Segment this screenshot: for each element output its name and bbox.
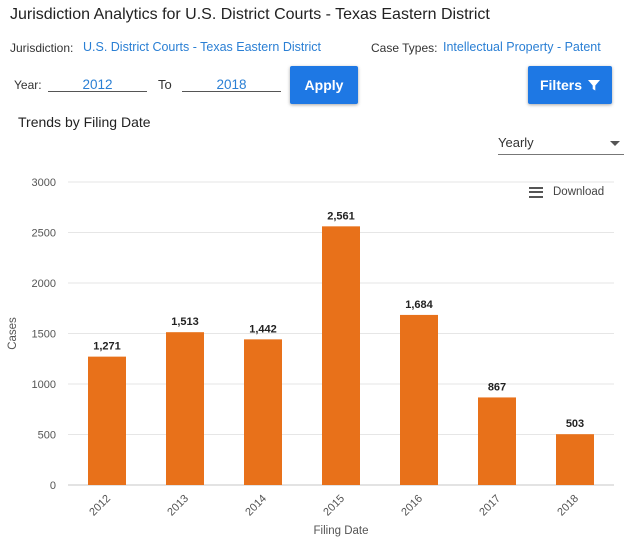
year-from-input[interactable] <box>48 77 147 92</box>
data-label: 503 <box>566 418 584 430</box>
page-title: Jurisdiction Analytics for U.S. District… <box>10 6 490 23</box>
x-tick-label: 2014 <box>243 493 269 519</box>
data-label: 1,271 <box>93 341 121 353</box>
year-label: Year: <box>14 78 42 92</box>
bar <box>244 339 282 485</box>
data-label: 1,684 <box>405 299 433 311</box>
download-button[interactable]: Download <box>529 186 604 198</box>
y-tick-label: 0 <box>50 480 56 492</box>
bar <box>322 226 360 486</box>
data-label: 867 <box>488 381 506 393</box>
jurisdiction-link[interactable]: U.S. District Courts - Texas Eastern Dis… <box>83 40 322 54</box>
y-tick-label: 3000 <box>32 177 56 189</box>
filters-button-label: Filters <box>539 77 582 93</box>
y-tick-label: 2000 <box>32 278 56 290</box>
y-tick-label: 1500 <box>32 329 56 341</box>
bar <box>478 397 516 485</box>
chevron-down-icon <box>610 141 620 146</box>
apply-button-label: Apply <box>304 77 344 93</box>
x-tick-label: 2016 <box>399 493 425 519</box>
x-tick-label: 2013 <box>165 493 191 519</box>
apply-button[interactable]: Apply <box>290 66 358 104</box>
case-types-label: Case Types: <box>371 41 438 55</box>
x-tick-label: 2012 <box>87 493 113 519</box>
bar <box>556 434 594 485</box>
year-to-label: To <box>158 77 172 92</box>
period-select-value: Yearly <box>498 135 534 150</box>
y-tick-label: 1000 <box>32 379 56 391</box>
filters-button[interactable]: Filters <box>528 66 612 104</box>
case-types-link[interactable]: Intellectual Property - Patent <box>443 40 601 54</box>
bar <box>400 314 438 485</box>
data-label: 1,513 <box>171 316 199 328</box>
bar <box>88 356 126 485</box>
period-select[interactable]: Yearly <box>498 134 624 155</box>
jurisdiction-label: Jurisdiction: <box>10 41 74 55</box>
x-axis-title: Filing Date <box>314 525 369 537</box>
data-label: 2,561 <box>327 210 355 222</box>
bar <box>166 332 204 485</box>
x-tick-label: 2018 <box>555 493 581 519</box>
filter-icon <box>588 80 600 91</box>
y-tick-label: 500 <box>38 430 56 442</box>
section-title: Trends by Filing Date <box>18 114 151 130</box>
data-label: 1,442 <box>249 323 277 335</box>
download-label: Download <box>553 186 605 198</box>
year-to-input[interactable] <box>182 77 281 92</box>
y-axis-title: Cases <box>7 317 19 350</box>
x-tick-label: 2017 <box>477 493 503 519</box>
x-tick-label: 2015 <box>321 493 347 519</box>
menu-icon <box>529 186 543 198</box>
y-tick-label: 2500 <box>32 228 56 240</box>
